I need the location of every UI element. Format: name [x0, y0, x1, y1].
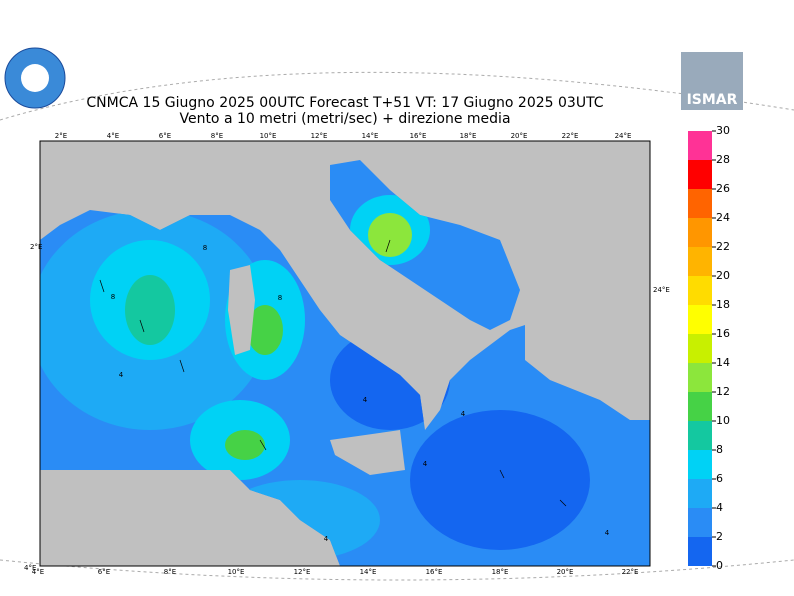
wind-area	[125, 275, 175, 345]
lon-label: 16°E	[410, 132, 427, 140]
island	[228, 265, 255, 355]
lat-label: 2°E	[30, 243, 42, 251]
colorbar-bin	[688, 392, 712, 421]
wind-arrow	[499, 469, 505, 479]
colorbar-label: 26	[716, 182, 730, 195]
lon-label: 22°E	[562, 132, 579, 140]
wind-arrow	[99, 279, 105, 293]
colorbar-bin	[688, 218, 712, 247]
colorbar-label: 6	[716, 472, 723, 485]
wind-area	[225, 430, 265, 460]
lon-label: 8°E	[164, 568, 176, 576]
wind-arrow	[259, 439, 267, 451]
colorbar-label: 4	[716, 501, 723, 514]
wind-arrows	[99, 239, 567, 507]
lon-label: 14°E	[360, 568, 377, 576]
lon-label: 24°E	[615, 132, 632, 140]
contour-label: 4	[324, 535, 329, 543]
lon-label: 8°E	[211, 132, 223, 140]
lon-label: 2°E	[55, 132, 67, 140]
wind-area	[410, 410, 590, 550]
lon-label: 10°E	[228, 568, 245, 576]
colorbar-label: 30	[716, 124, 730, 137]
subtitle: Vento a 10 metri (metri/sec) + direzione…	[179, 111, 510, 127]
logo-right	[681, 52, 743, 110]
contour-label: 4	[119, 371, 124, 379]
lon-label: 4°E	[32, 568, 44, 576]
lon-label: 4°E	[107, 132, 119, 140]
colorbar-label: 24	[716, 211, 730, 224]
island	[330, 430, 405, 475]
logo-left-inner	[21, 64, 49, 92]
lat-label: 24°E	[653, 286, 670, 294]
lon-label: 12°E	[294, 568, 311, 576]
colorbar-label: 10	[716, 414, 730, 427]
colorbar-bin	[688, 508, 712, 537]
contour-label: 4	[363, 396, 368, 404]
colorbar-label: 2	[716, 530, 723, 543]
colorbar-bin	[688, 276, 712, 305]
lon-label: 6°E	[98, 568, 110, 576]
corner-label: 4°E	[24, 564, 36, 572]
wind-area	[247, 305, 283, 355]
contour-label: 8	[203, 244, 207, 252]
colorbar-label: 22	[716, 240, 730, 253]
contour-label: 4	[423, 460, 428, 468]
wind-arrow	[385, 239, 391, 253]
wind-arrow	[559, 499, 567, 507]
colorbar-bin	[688, 421, 712, 450]
colorbar-bin	[688, 131, 712, 160]
lon-label: 16°E	[426, 568, 443, 576]
colorbar-label: 16	[716, 327, 730, 340]
lon-label: 6°E	[159, 132, 171, 140]
lon-label: 20°E	[511, 132, 528, 140]
colorbar-bin	[688, 479, 712, 508]
colorbar-label: 8	[716, 443, 723, 456]
contour-label: 4	[461, 410, 466, 418]
colorbar-bin	[688, 450, 712, 479]
graticule-arc	[0, 559, 794, 581]
colorbar-label: 20	[716, 269, 730, 282]
lon-label: 18°E	[492, 568, 509, 576]
lon-label: 12°E	[311, 132, 328, 140]
colorbar-bin	[688, 160, 712, 189]
colorbar-label: 14	[716, 356, 730, 369]
lon-label: 20°E	[557, 568, 574, 576]
colorbar-bin	[688, 189, 712, 218]
colorbar-label: 12	[716, 385, 730, 398]
lon-label: 10°E	[260, 132, 277, 140]
wind-area	[368, 213, 412, 257]
contour-label: 4	[605, 529, 610, 537]
colorbar-bin	[688, 247, 712, 276]
colorbar-bin	[688, 537, 712, 566]
contour-label: 8	[111, 293, 115, 301]
lon-label: 14°E	[362, 132, 379, 140]
logo-text: ISMAR	[687, 92, 738, 108]
colorbar-bin	[688, 363, 712, 392]
lon-label: 22°E	[622, 568, 639, 576]
colorbar-label: 0	[716, 559, 723, 572]
wind-arrow	[139, 319, 145, 333]
colorbar-label: 28	[716, 153, 730, 166]
wind-arrow	[179, 359, 185, 373]
lon-label: 18°E	[460, 132, 477, 140]
map-frame	[39, 140, 651, 567]
colorbar-label: 18	[716, 298, 730, 311]
title: CNMCA 15 Giugno 2025 00UTC Forecast T+51…	[86, 95, 603, 111]
contour-label: 8	[278, 294, 282, 302]
colorbar-bin	[688, 334, 712, 363]
colorbar-bin	[688, 305, 712, 334]
graticule-arc	[0, 71, 794, 121]
